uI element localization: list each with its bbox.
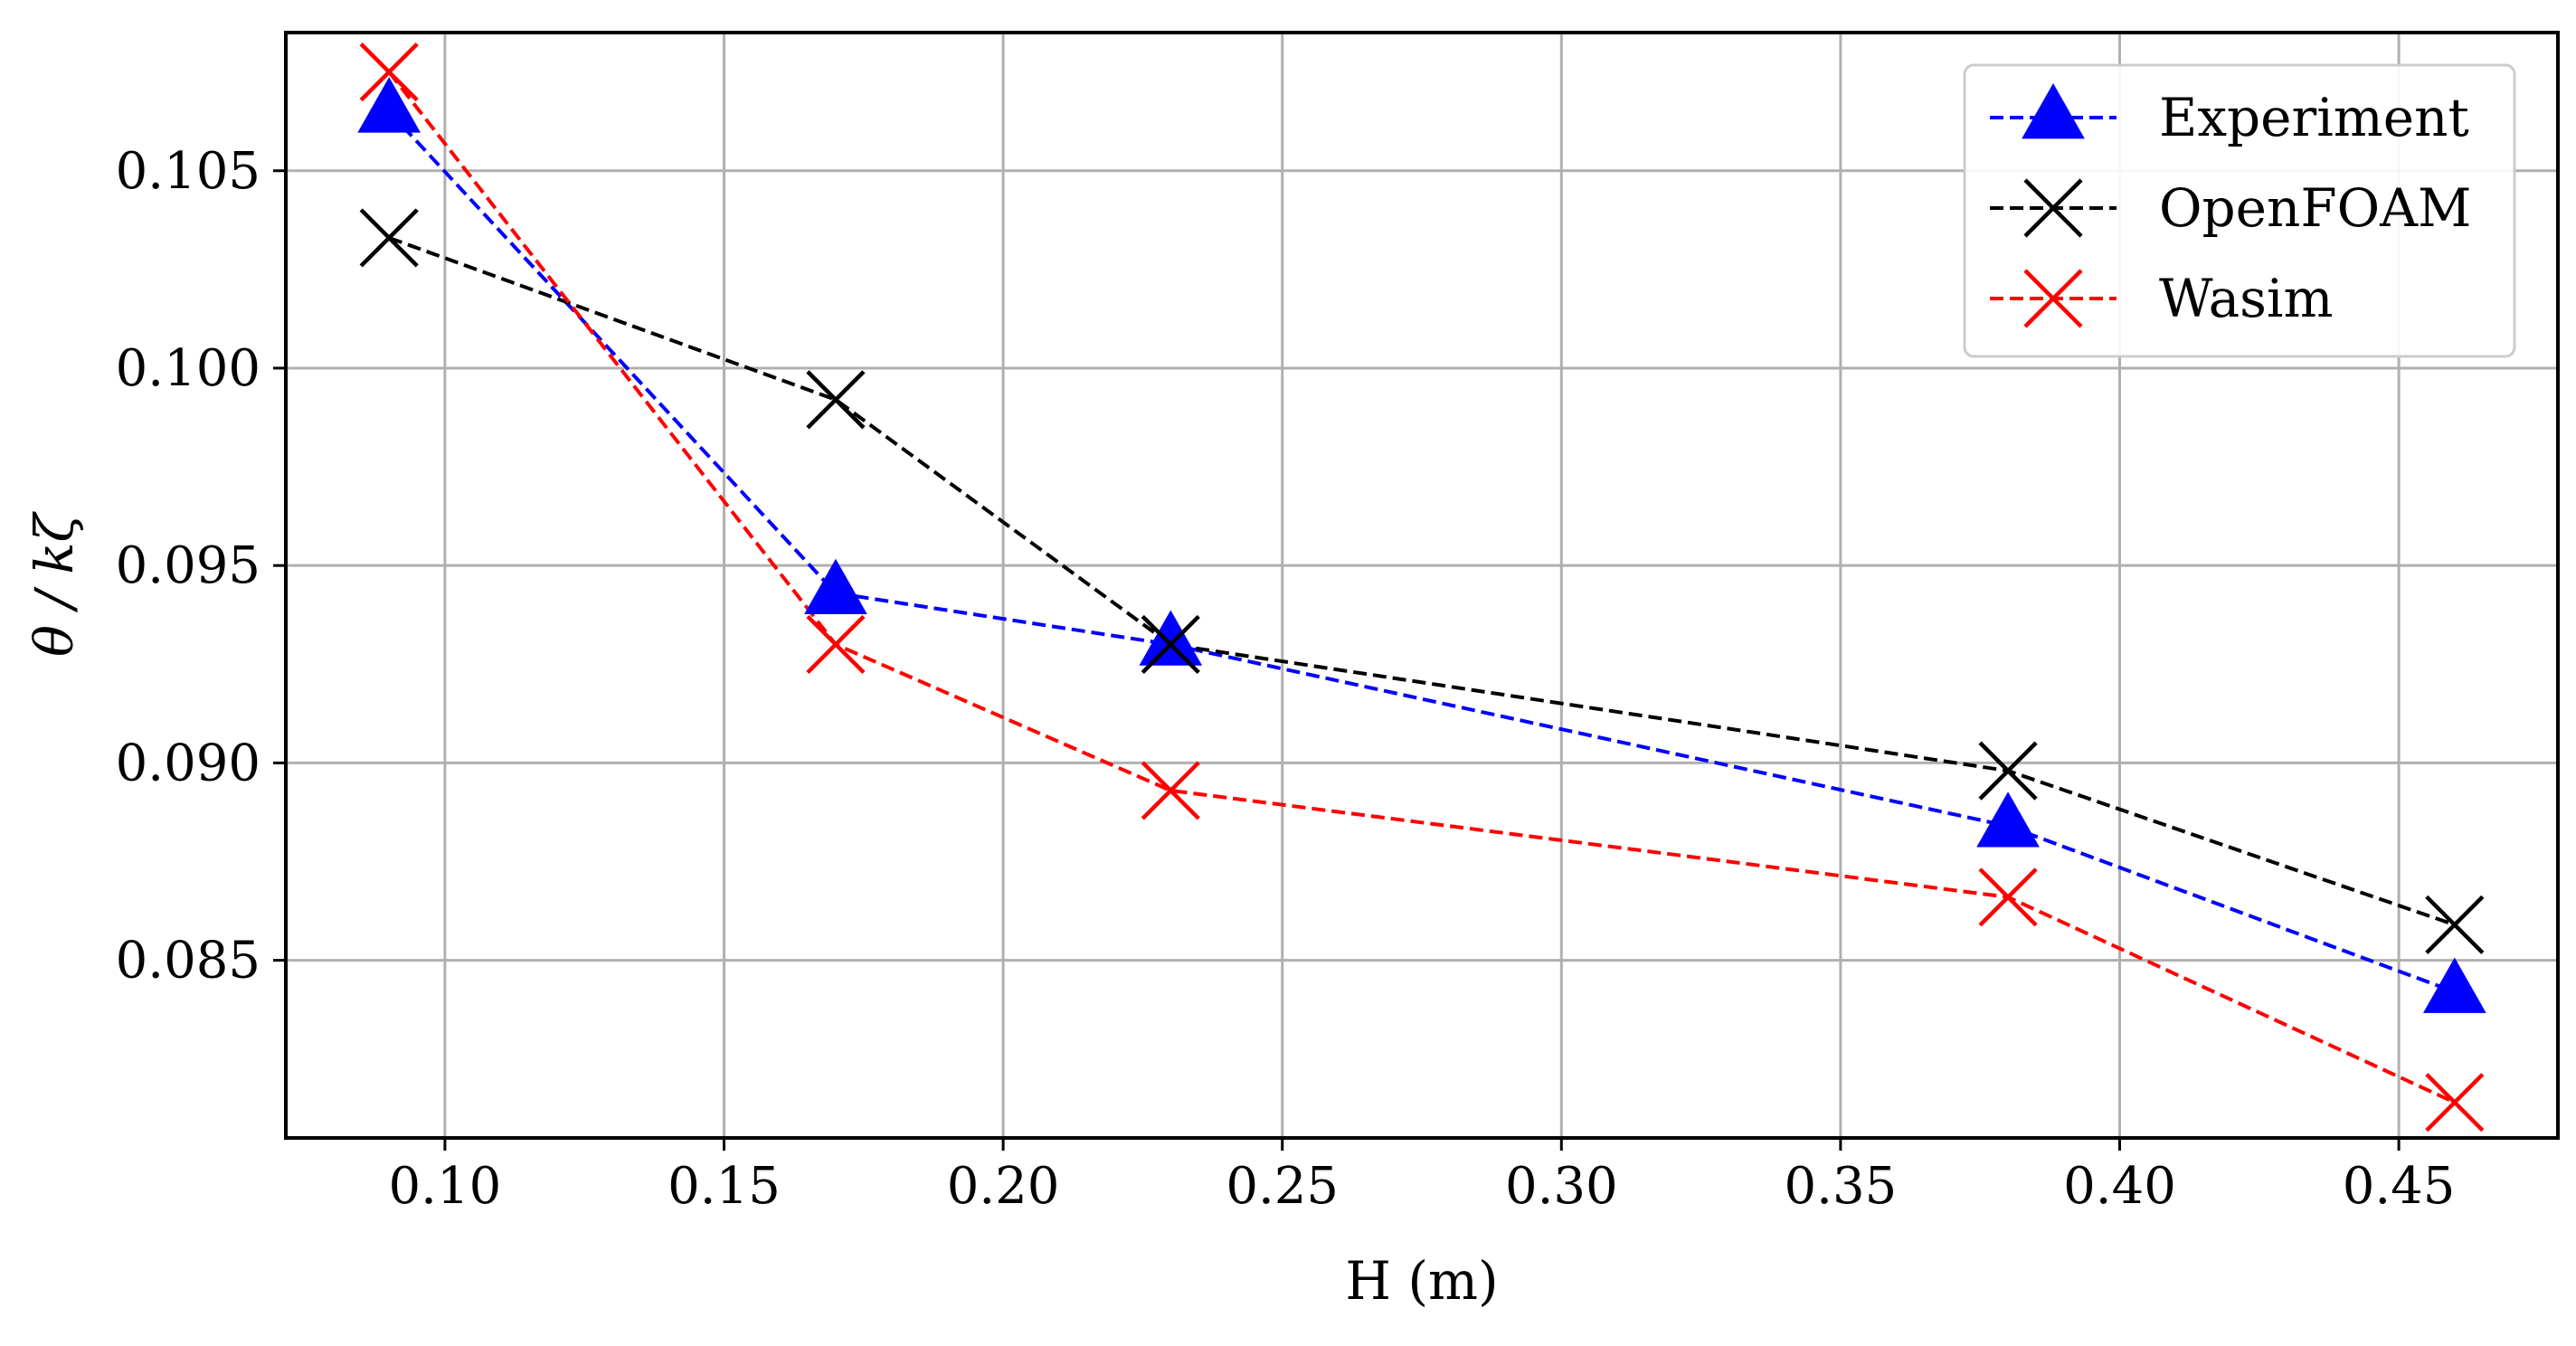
plot-frame [284,31,2560,1140]
ticks: 0.10 0.15 0.20 0.25 0.30 0.35 0.40 0.45 0.085 0.0… [116,142,2456,1216]
y-tick-label: 0.095 [116,536,260,595]
y-tick-label: 0.105 [116,142,260,201]
data-point-experiment [1976,791,2040,848]
x-axis-label: H (m) [1345,1250,1498,1312]
data-point-experiment [357,77,421,133]
data-point-wasim [1978,867,2038,927]
legend-box [1963,63,2516,358]
x-tick-label: 0.35 [1785,1157,1898,1216]
data-point-wasim [359,43,419,102]
data-point-openfoam [2425,895,2485,954]
legend-marker-experiment [2022,82,2085,139]
data-point-wasim [2425,1073,2485,1133]
data-point-openfoam [359,208,419,268]
x-tick-label: 0.40 [2063,1157,2176,1216]
legend-label: OpenFOAM [2159,177,2471,239]
y-tick-label: 0.085 [116,932,260,991]
data-point-wasim [806,614,866,675]
legend-label: Experiment [2159,87,2469,148]
x-tick-label: 0.20 [947,1157,1060,1216]
x-tick-label: 0.25 [1226,1157,1339,1216]
legend-label: Wasim [2159,268,2333,329]
data-point-openfoam [806,370,866,430]
data-point-openfoam [1978,741,2038,801]
data-point-openfoam [1141,614,1200,675]
y-tick-label: 0.090 [116,734,260,792]
legend-marker-openfoam [2023,178,2083,238]
legend-marker-wasim [2023,269,2083,328]
data-point-experiment [1139,610,1203,666]
data-point-experiment [2422,957,2486,1013]
series-layer [357,43,2486,1133]
x-tick-label: 0.45 [2343,1157,2456,1216]
y-tick-label: 0.100 [116,339,260,398]
series-line-openfoam [388,236,2456,927]
series-line-wasim [387,71,2456,1104]
x-tick-label: 0.15 [668,1157,781,1216]
data-point-experiment [804,558,867,615]
x-tick-label: 0.10 [389,1157,502,1216]
data-point-wasim [1141,761,1200,820]
x-tick-label: 0.30 [1505,1157,1618,1216]
y-axis-label: θ / kζ [24,510,85,656]
legend: Experiment OpenFOAM Wasim [1963,63,2516,358]
